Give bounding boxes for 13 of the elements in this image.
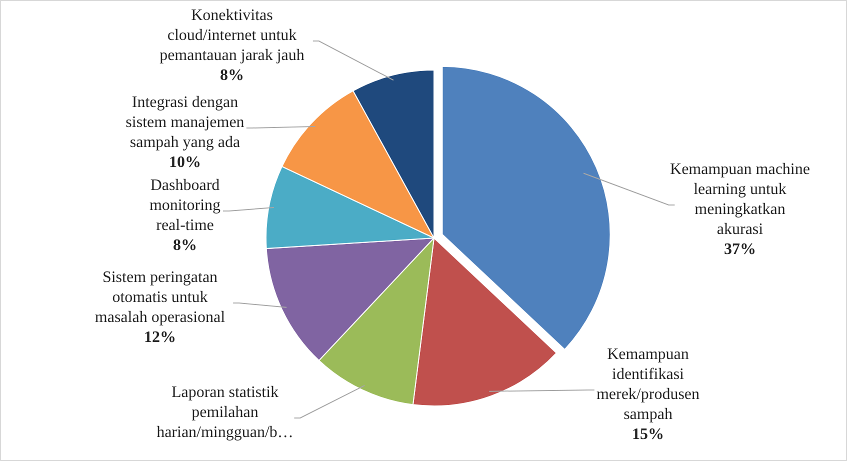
slice-label: Dashboard monitoring real-time	[149, 177, 221, 234]
slice-label: Kemampuan machine learning untuk meningkatkan akurasi	[670, 161, 810, 238]
data-label: 8%	[173, 237, 197, 254]
slice-label: Laporan statistik pemilahan harian/mingguan/b…	[156, 384, 294, 441]
slice-label: Kemampuan identifikasi merek/produsen sampah	[596, 346, 700, 423]
slice-label: Sistem peringatan otomatis untuk masalah operasional	[94, 269, 226, 326]
data-label: 8%	[220, 67, 244, 84]
data-label: 15%	[632, 426, 664, 443]
slice-label: Integrasi dengan sistem manajemen sampah yang ada	[126, 94, 244, 151]
data-label: 12%	[144, 329, 176, 346]
data-label: 10%	[169, 154, 201, 171]
data-label: 37%	[724, 241, 756, 258]
slice-label: Konektivitas cloud/internet untuk pemantauan jarak jauh	[160, 7, 304, 64]
